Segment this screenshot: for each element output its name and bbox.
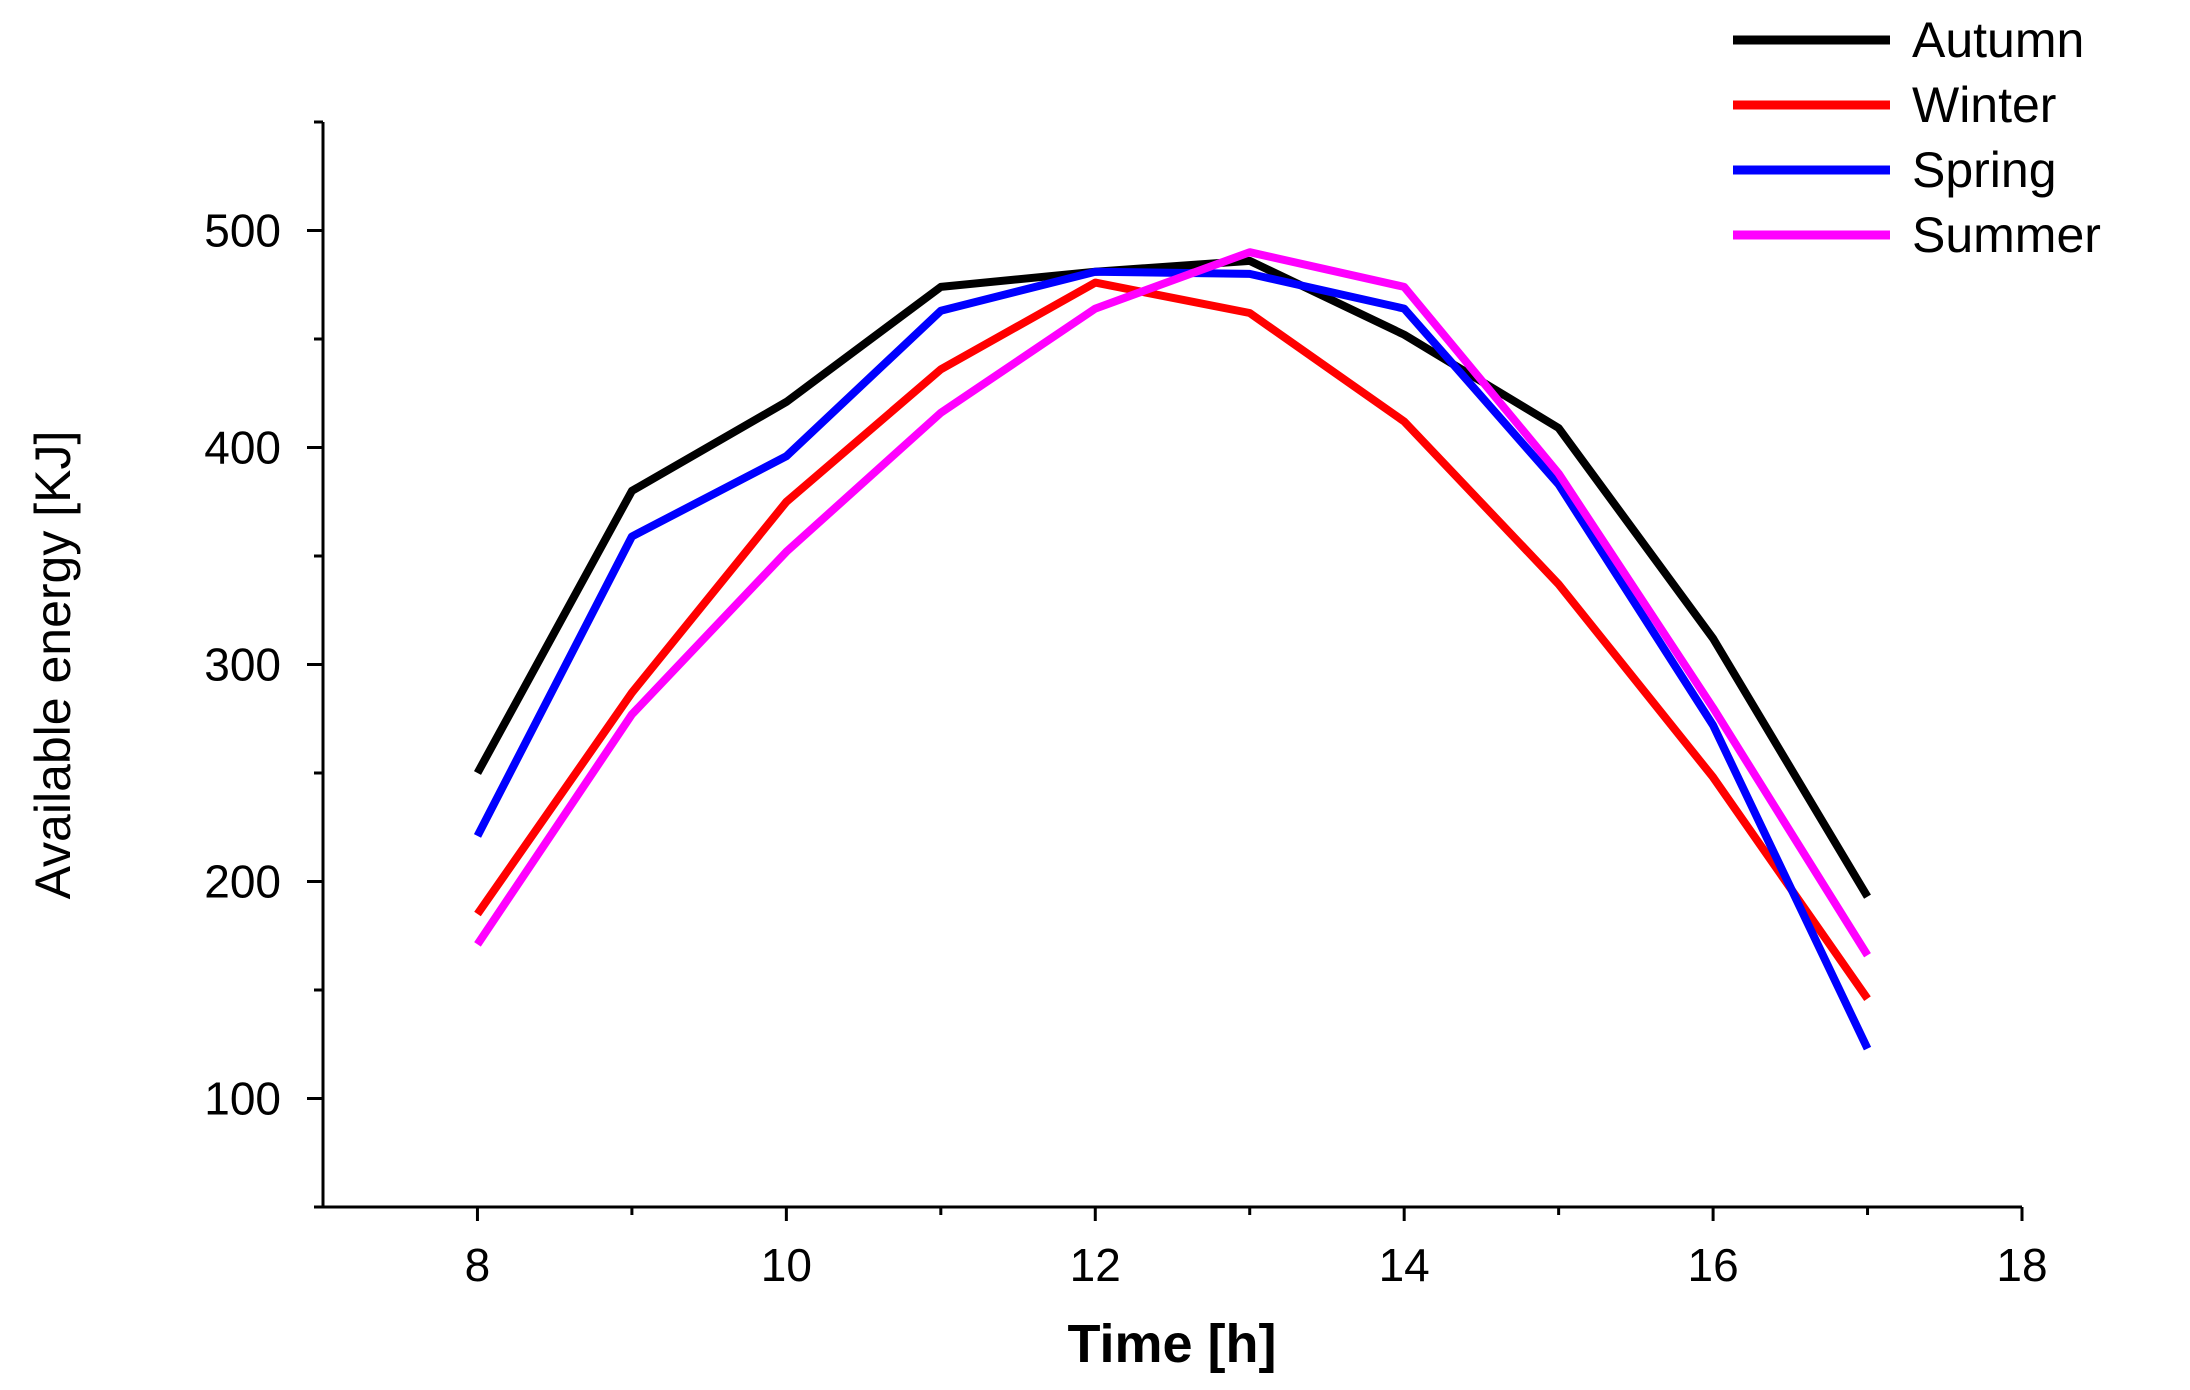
ticks: 8 10 12 14 16 18 100 200 300 400 500 [204, 120, 2048, 1291]
series-lines [473, 248, 1872, 1051]
x-tick-label: 12 [1070, 1239, 1121, 1291]
y-axis-title: Available energy [KJ] [25, 431, 81, 900]
y-tick-label: 200 [204, 856, 281, 908]
y-tick-label: 400 [204, 422, 281, 474]
series-line-autumn [473, 256, 1871, 899]
x-tick-label: 18 [1996, 1239, 2047, 1291]
legend-label-spring: Spring [1912, 142, 2057, 198]
axes [321, 122, 2022, 1209]
legend-label-autumn: Autumn [1912, 12, 2084, 68]
legend: Autumn Winter Spring Summer [1733, 12, 2101, 263]
x-tick-label: 8 [465, 1239, 491, 1291]
x-tick-label: 14 [1379, 1239, 1430, 1291]
x-tick-label: 16 [1688, 1239, 1739, 1291]
x-axis-title: Time [h] [1067, 1314, 1276, 1374]
series-line-winter [474, 278, 1871, 1001]
series-line-spring [473, 267, 1872, 1051]
series-line-summer [474, 248, 1871, 958]
y-tick-label: 100 [204, 1073, 281, 1125]
x-tick-label: 10 [761, 1239, 812, 1291]
y-tick-label: 300 [204, 639, 281, 691]
legend-label-winter: Winter [1912, 77, 2056, 133]
legend-label-summer: Summer [1912, 207, 2101, 263]
y-tick-label: 500 [204, 205, 281, 257]
